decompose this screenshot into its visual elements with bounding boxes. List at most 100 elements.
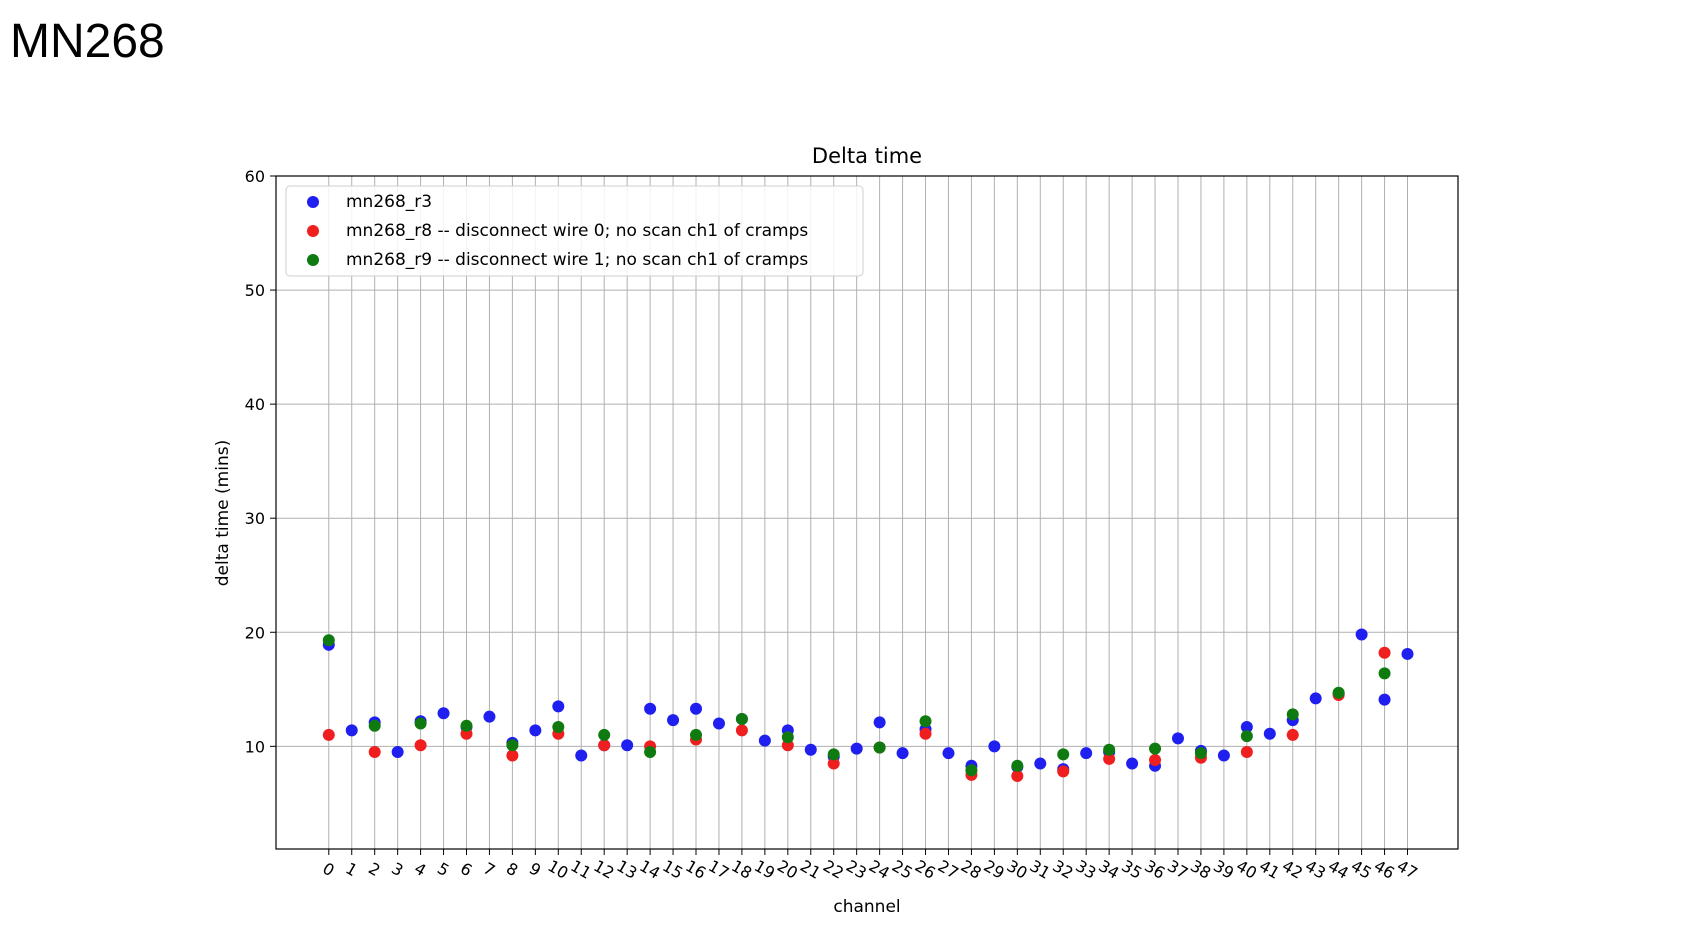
data-point-series-2: [873, 741, 886, 754]
y-tick-label: 10: [245, 737, 265, 756]
x-tick-label: 18: [728, 856, 755, 883]
data-point-series-0: [552, 700, 565, 713]
y-tick-label: 40: [245, 395, 265, 414]
data-point-series-1: [919, 727, 932, 740]
x-tick-label: 46: [1371, 856, 1398, 883]
data-point-series-1: [1011, 769, 1024, 782]
data-point-series-2: [965, 764, 978, 777]
data-point-series-2: [1332, 686, 1345, 699]
data-point-series-0: [391, 746, 404, 759]
y-tick-label: 60: [245, 167, 265, 186]
data-point-series-0: [345, 724, 358, 737]
data-point-series-1: [506, 749, 519, 762]
x-tick-label: 30: [1004, 856, 1031, 883]
data-point-series-1: [1149, 754, 1162, 767]
x-tick-label: 41: [1256, 856, 1283, 883]
data-point-series-2: [598, 728, 611, 741]
x-tick-label: 37: [1164, 856, 1191, 883]
data-point-series-2: [1194, 747, 1207, 760]
x-tick-label: 17: [705, 856, 732, 883]
legend-box: [285, 185, 864, 277]
data-point-series-0: [437, 707, 450, 720]
data-point-series-0: [1080, 747, 1093, 760]
data-point-series-1: [735, 724, 748, 737]
data-point-series-2: [368, 719, 381, 732]
data-point-series-0: [1401, 647, 1414, 660]
x-tick-label: 47: [1394, 856, 1421, 883]
data-point-series-2: [506, 739, 519, 752]
data-point-series-1: [322, 728, 335, 741]
x-tick-label: 29: [981, 856, 1008, 883]
x-tick-label: 38: [1187, 856, 1214, 883]
x-axis-label: channel: [833, 897, 900, 917]
x-tick-label: 23: [843, 856, 870, 883]
plot-frame: [275, 175, 1459, 850]
data-point-series-1: [598, 739, 611, 752]
legend-marker-r3: [307, 196, 319, 208]
data-point-series-0: [804, 743, 817, 756]
data-point-series-1: [1057, 765, 1070, 778]
x-tick-label: 0: [319, 859, 337, 881]
y-axis-label: delta time (mins): [213, 440, 233, 586]
x-tick-label: 14: [636, 856, 663, 883]
x-tick-label: 25: [889, 856, 916, 883]
legend-label-r8: mn268_r8 -- disconnect wire 0; no scan c…: [346, 221, 808, 241]
data-point-series-2: [1286, 708, 1299, 721]
points-layer: [322, 628, 1414, 782]
x-tick-label: 2: [365, 859, 383, 881]
x-tick-label: 42: [1279, 856, 1306, 883]
x-tick-label: 36: [1141, 856, 1168, 883]
x-tick-label: 22: [820, 856, 847, 883]
legend-marker-r8: [307, 225, 319, 237]
x-tick-label: 1: [342, 859, 360, 881]
x-tick-label: 34: [1095, 856, 1122, 883]
data-point-series-0: [529, 724, 542, 737]
x-tick-label: 12: [590, 856, 617, 883]
data-point-series-0: [667, 714, 680, 727]
x-tick-label: 7: [480, 859, 498, 881]
data-point-series-0: [896, 747, 909, 760]
data-point-series-0: [873, 716, 886, 729]
data-point-series-0: [942, 747, 955, 760]
data-point-series-0: [621, 739, 634, 752]
data-point-series-2: [827, 748, 840, 761]
data-point-series-0: [1217, 749, 1230, 762]
data-point-series-0: [1240, 720, 1253, 733]
data-point-series-1: [414, 739, 427, 752]
legend-label-r9: mn268_r9 -- disconnect wire 1; no scan c…: [346, 250, 808, 270]
y-tick-label: 30: [245, 509, 265, 528]
data-point-series-1: [1286, 728, 1299, 741]
x-tick-label: 40: [1233, 856, 1260, 883]
x-tick-label: 26: [912, 856, 939, 883]
x-tick-label: 15: [659, 856, 686, 883]
x-tick-label: 33: [1072, 856, 1099, 883]
x-tick-label: 16: [682, 856, 709, 883]
data-point-series-0: [1034, 757, 1047, 770]
data-point-series-2: [781, 731, 794, 744]
x-tick-label: 44: [1325, 856, 1352, 883]
data-point-series-0: [1378, 693, 1391, 706]
x-tick-label: 3: [388, 859, 406, 881]
data-point-series-2: [552, 720, 565, 733]
x-tick-label: 19: [751, 856, 778, 883]
data-point-series-0: [850, 742, 863, 755]
x-tick-label: 31: [1026, 856, 1053, 883]
x-tick-label: 32: [1049, 856, 1076, 883]
data-point-series-0: [644, 702, 657, 715]
data-point-series-0: [1309, 692, 1322, 705]
data-point-series-0: [1263, 727, 1276, 740]
data-point-series-2: [1378, 667, 1391, 680]
data-point-series-2: [1057, 748, 1070, 761]
x-tick-label: 39: [1210, 856, 1237, 883]
x-tick-label: 13: [613, 856, 640, 883]
x-tick-label: 11: [567, 856, 594, 883]
data-point-series-2: [644, 746, 657, 759]
data-point-series-0: [1171, 732, 1184, 745]
data-point-series-0: [483, 710, 496, 723]
y-tick-label: 50: [245, 281, 265, 300]
legend-label-r3: mn268_r3: [346, 192, 432, 212]
data-point-series-1: [1103, 752, 1116, 765]
x-tick-label: 45: [1348, 856, 1375, 883]
data-point-series-0: [690, 702, 703, 715]
x-tick-label: 9: [526, 859, 544, 881]
